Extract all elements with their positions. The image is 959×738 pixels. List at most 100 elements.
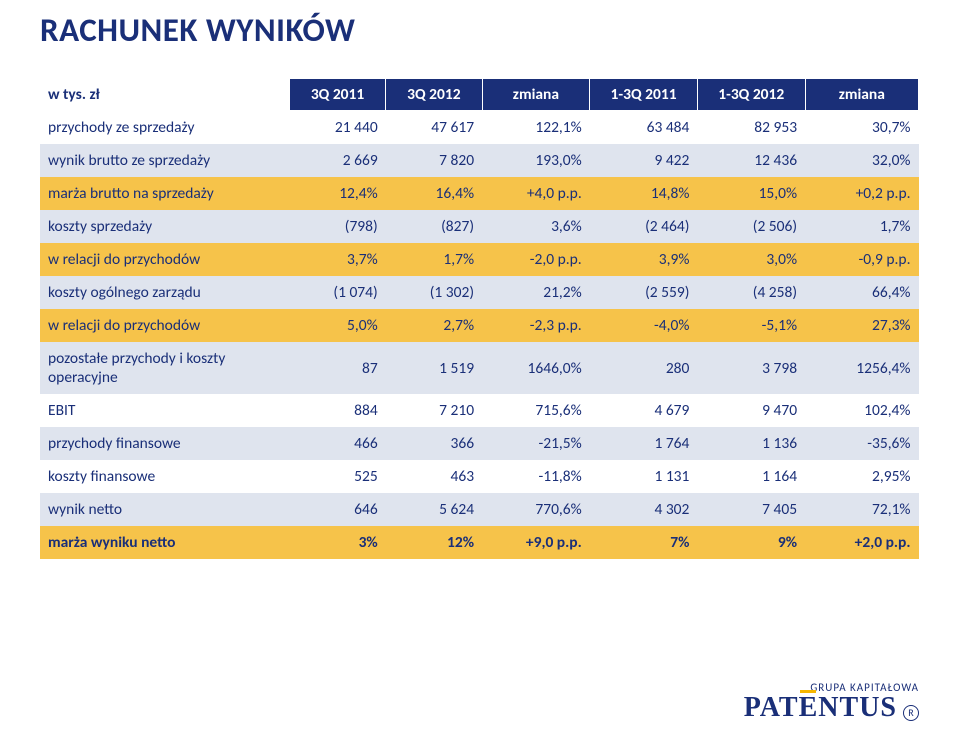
cell: +9,0 p.p. xyxy=(482,526,590,559)
cell: 3 798 xyxy=(697,342,805,394)
cell: (2 464) xyxy=(590,210,698,243)
cell: 193,0% xyxy=(482,144,590,177)
cell: 21,2% xyxy=(482,276,590,309)
row-label: w relacji do przychodów xyxy=(40,243,289,276)
cell: 2,95% xyxy=(805,460,918,493)
cell: 5,0% xyxy=(289,309,385,342)
row-label: koszty sprzedaży xyxy=(40,210,289,243)
cell: 12% xyxy=(386,526,482,559)
row-label: przychody ze sprzedaży xyxy=(40,111,289,145)
cell: (1 074) xyxy=(289,276,385,309)
cell: 102,4% xyxy=(805,394,918,427)
cell: 525 xyxy=(289,460,385,493)
cell: 1 164 xyxy=(697,460,805,493)
table-row: marża wyniku netto3%12%+9,0 p.p.7%9%+2,0… xyxy=(40,526,919,559)
cell: 280 xyxy=(590,342,698,394)
header-rowlabel: w tys. zł xyxy=(40,79,289,111)
cell: 3,6% xyxy=(482,210,590,243)
cell: 30,7% xyxy=(805,111,918,145)
cell: 66,4% xyxy=(805,276,918,309)
cell: -5,1% xyxy=(697,309,805,342)
cell: 1646,0% xyxy=(482,342,590,394)
cell: 16,4% xyxy=(386,177,482,210)
cell: 9% xyxy=(697,526,805,559)
table-row: koszty finansowe525463-11,8%1 1311 1642,… xyxy=(40,460,919,493)
col-header: 3Q 2012 xyxy=(386,79,482,111)
cell: 1 764 xyxy=(590,427,698,460)
cell: -11,8% xyxy=(482,460,590,493)
cell: 14,8% xyxy=(590,177,698,210)
row-label: koszty finansowe xyxy=(40,460,289,493)
cell: -4,0% xyxy=(590,309,698,342)
cell: 1 519 xyxy=(386,342,482,394)
table-row: EBIT8847 210715,6%4 6799 470102,4% xyxy=(40,394,919,427)
table-row: w relacji do przychodów5,0%2,7%-2,3 p.p.… xyxy=(40,309,919,342)
cell: 7 820 xyxy=(386,144,482,177)
cell: 5 624 xyxy=(386,493,482,526)
cell: 122,1% xyxy=(482,111,590,145)
cell: (827) xyxy=(386,210,482,243)
cell: 1 131 xyxy=(590,460,698,493)
row-label: wynik netto xyxy=(40,493,289,526)
col-header: 3Q 2011 xyxy=(289,79,385,111)
table-row: przychody finansowe466366-21,5%1 7641 13… xyxy=(40,427,919,460)
page: RACHUNEK WYNIKÓW w tys. zł 3Q 2011 3Q 20… xyxy=(0,0,959,738)
cell: 12 436 xyxy=(697,144,805,177)
cell: 2,7% xyxy=(386,309,482,342)
cell: +4,0 p.p. xyxy=(482,177,590,210)
cell: (798) xyxy=(289,210,385,243)
cell: -35,6% xyxy=(805,427,918,460)
cell: 770,6% xyxy=(482,493,590,526)
cell: 1 136 xyxy=(697,427,805,460)
cell: 9 470 xyxy=(697,394,805,427)
cell: 466 xyxy=(289,427,385,460)
row-label: pozostałe przychody i koszty operacyjne xyxy=(40,342,289,394)
registered-icon: R xyxy=(903,705,919,721)
table-row: wynik netto6465 624770,6%4 3027 40572,1% xyxy=(40,493,919,526)
cell: 1256,4% xyxy=(805,342,918,394)
table-row: koszty ogólnego zarządu(1 074)(1 302)21,… xyxy=(40,276,919,309)
row-label: marża wyniku netto xyxy=(40,526,289,559)
cell: 1,7% xyxy=(386,243,482,276)
footer-logo: GRUPA KAPITAŁOWA PATENTUS R xyxy=(744,681,919,724)
table-row: marża brutto na sprzedaży12,4%16,4%+4,0 … xyxy=(40,177,919,210)
table-row: wynik brutto ze sprzedaży2 6697 820193,0… xyxy=(40,144,919,177)
cell: -21,5% xyxy=(482,427,590,460)
cell: 7 210 xyxy=(386,394,482,427)
cell: 32,0% xyxy=(805,144,918,177)
col-header: 1-3Q 2011 xyxy=(590,79,698,111)
cell: 47 617 xyxy=(386,111,482,145)
cell: 9 422 xyxy=(590,144,698,177)
cell: 72,1% xyxy=(805,493,918,526)
cell: +2,0 p.p. xyxy=(805,526,918,559)
cell: 3,7% xyxy=(289,243,385,276)
cell: 3,9% xyxy=(590,243,698,276)
cell: 27,3% xyxy=(805,309,918,342)
cell: 4 302 xyxy=(590,493,698,526)
cell: (2 506) xyxy=(697,210,805,243)
row-label: koszty ogólnego zarządu xyxy=(40,276,289,309)
cell: 1,7% xyxy=(805,210,918,243)
cell: 87 xyxy=(289,342,385,394)
cell: 646 xyxy=(289,493,385,526)
footer-brand: PATENTUS xyxy=(744,692,897,724)
cell: -2,0 p.p. xyxy=(482,243,590,276)
row-label: wynik brutto ze sprzedaży xyxy=(40,144,289,177)
cell: 884 xyxy=(289,394,385,427)
cell: 366 xyxy=(386,427,482,460)
cell: 4 679 xyxy=(590,394,698,427)
cell: (2 559) xyxy=(590,276,698,309)
cell: 21 440 xyxy=(289,111,385,145)
row-label: w relacji do przychodów xyxy=(40,309,289,342)
row-label: przychody finansowe xyxy=(40,427,289,460)
cell: 2 669 xyxy=(289,144,385,177)
cell: 7 405 xyxy=(697,493,805,526)
cell: 715,6% xyxy=(482,394,590,427)
table-row: w relacji do przychodów3,7%1,7%-2,0 p.p.… xyxy=(40,243,919,276)
cell: 15,0% xyxy=(697,177,805,210)
cell: -0,9 p.p. xyxy=(805,243,918,276)
cell: 82 953 xyxy=(697,111,805,145)
col-header: zmiana xyxy=(482,79,590,111)
row-label: EBIT xyxy=(40,394,289,427)
cell: 3,0% xyxy=(697,243,805,276)
